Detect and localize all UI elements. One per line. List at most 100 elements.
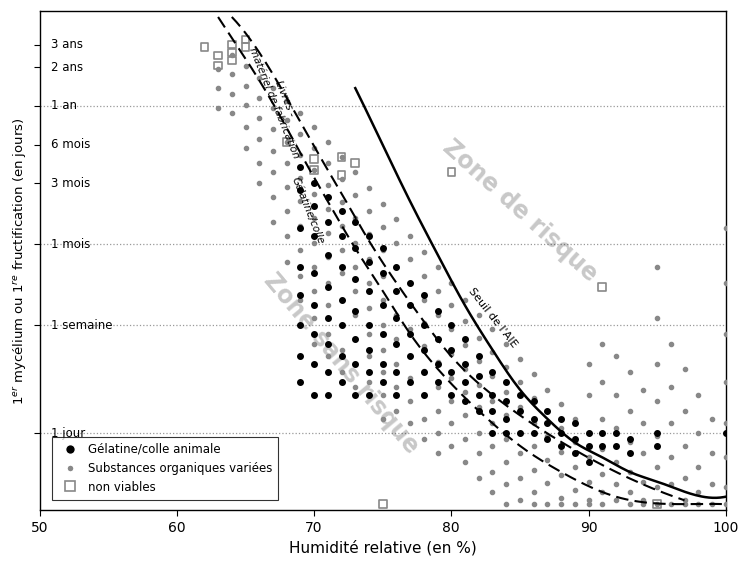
Point (459, 396, 471, 405)
Point (335, 175, 347, 184)
Point (267, 147, 279, 156)
Point (280, 231, 292, 240)
Point (335, 368, 347, 377)
Point (198, 43, 210, 52)
Text: Zone sans risque: Zone sans risque (260, 269, 424, 459)
Point (376, 272, 388, 281)
Point (568, 500, 580, 509)
Text: 1 an: 1 an (51, 99, 76, 112)
Point (308, 329, 320, 338)
Point (376, 368, 388, 377)
Point (472, 380, 484, 390)
Point (568, 435, 580, 444)
Point (254, 114, 266, 123)
Point (583, 441, 595, 450)
Point (638, 500, 650, 509)
Point (363, 321, 375, 330)
Point (431, 407, 443, 416)
Point (335, 295, 347, 304)
Text: 6 mois: 6 mois (51, 138, 90, 151)
Point (418, 390, 430, 399)
Point (472, 407, 484, 416)
Point (664, 340, 676, 349)
Point (363, 257, 375, 266)
Point (295, 352, 307, 361)
Point (280, 182, 292, 191)
Point (418, 345, 430, 354)
Point (363, 304, 375, 313)
Point (376, 301, 388, 310)
Point (376, 390, 388, 399)
Point (487, 429, 499, 438)
Point (254, 179, 266, 188)
Point (555, 441, 567, 450)
Point (472, 352, 484, 361)
Point (638, 385, 650, 394)
Point (335, 295, 347, 304)
Point (404, 231, 416, 240)
Point (514, 390, 526, 399)
Point (350, 286, 361, 295)
Point (487, 487, 499, 496)
Point (404, 278, 416, 287)
Point (446, 321, 458, 330)
Point (651, 500, 663, 509)
Point (514, 496, 526, 505)
Point (404, 352, 416, 361)
Point (624, 435, 636, 444)
Point (500, 480, 512, 489)
Point (335, 198, 347, 207)
Point (610, 441, 622, 450)
Point (350, 334, 361, 343)
Point (500, 396, 512, 405)
Point (528, 414, 540, 424)
Point (583, 390, 595, 399)
Point (583, 457, 595, 466)
Point (267, 103, 279, 112)
Point (583, 496, 595, 505)
Point (391, 390, 403, 399)
Point (322, 204, 334, 213)
Point (459, 359, 471, 369)
Point (610, 390, 622, 399)
Point (335, 206, 347, 215)
Point (583, 500, 595, 509)
Point (446, 396, 458, 405)
Point (322, 137, 334, 146)
Text: Gélatine/colle: Gélatine/colle (290, 176, 326, 246)
Point (706, 414, 718, 424)
Point (295, 321, 307, 330)
Point (308, 390, 320, 399)
Point (651, 359, 663, 369)
Point (664, 383, 676, 392)
Point (350, 214, 361, 223)
Point (679, 500, 691, 509)
Point (322, 301, 334, 310)
Point (391, 407, 403, 416)
Point (335, 231, 347, 240)
Point (528, 465, 540, 474)
Point (692, 390, 704, 399)
Point (692, 487, 704, 496)
Point (295, 378, 307, 387)
Point (391, 340, 403, 349)
Point (555, 399, 567, 408)
Point (528, 429, 540, 438)
Point (239, 122, 251, 131)
Point (624, 448, 636, 458)
Point (418, 435, 430, 444)
Point (295, 291, 307, 300)
Point (487, 390, 499, 399)
Point (418, 368, 430, 377)
Point (431, 429, 443, 438)
Point (500, 500, 512, 509)
Point (350, 244, 361, 253)
Point (679, 496, 691, 505)
Point (720, 453, 732, 462)
Point (295, 295, 307, 304)
Point (568, 462, 580, 471)
Point (431, 263, 443, 272)
Point (295, 272, 307, 281)
Point (391, 263, 403, 272)
Point (308, 263, 320, 272)
